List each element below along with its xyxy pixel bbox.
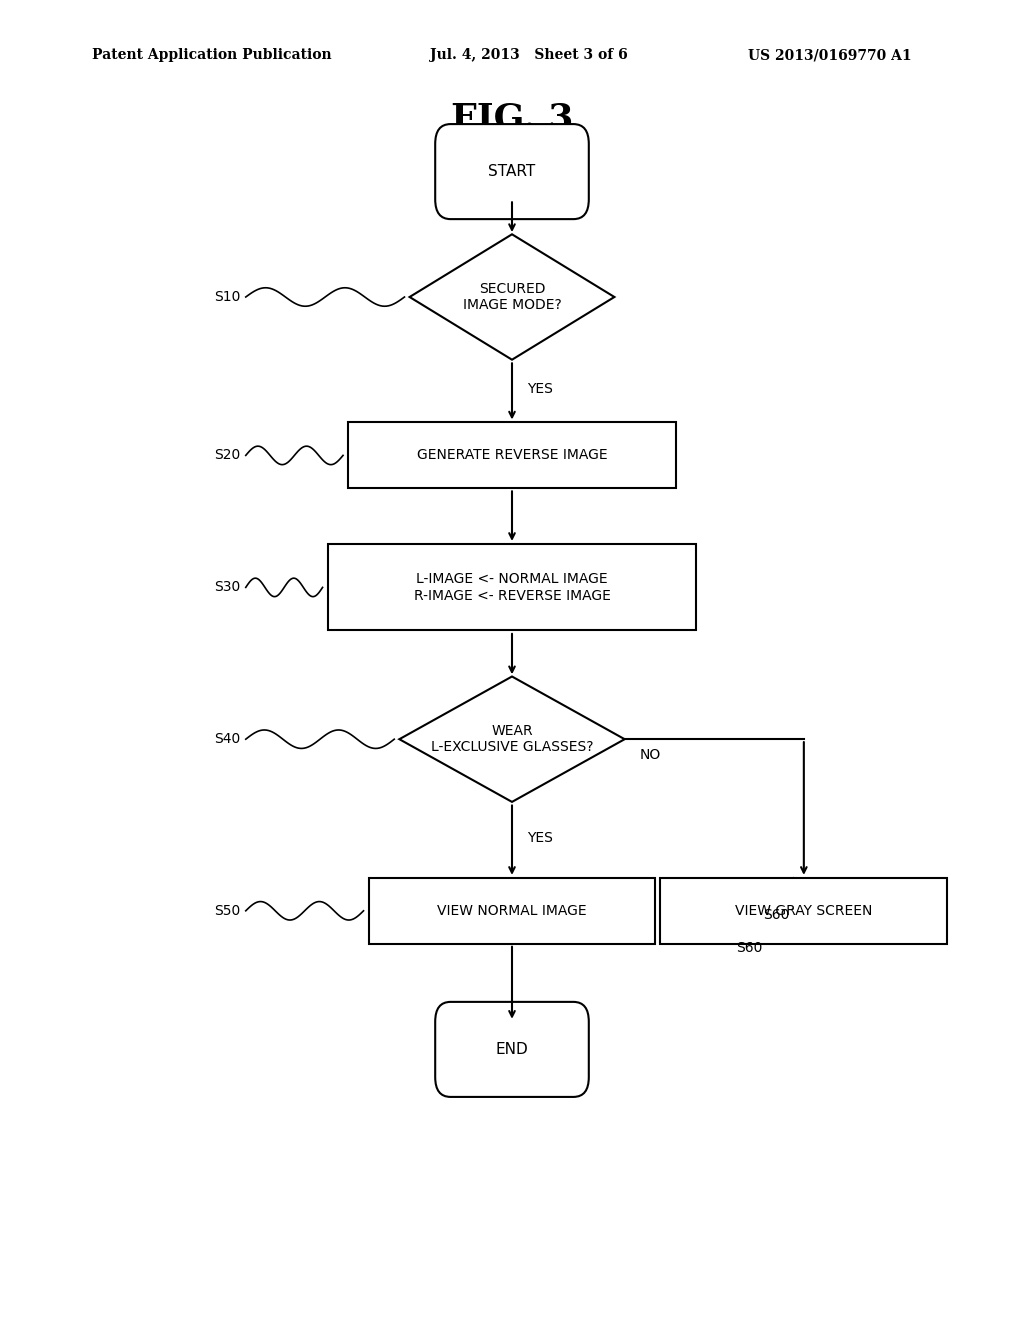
FancyBboxPatch shape (328, 544, 696, 630)
Text: YES: YES (527, 383, 553, 396)
Text: US 2013/0169770 A1: US 2013/0169770 A1 (748, 49, 911, 62)
FancyBboxPatch shape (660, 878, 947, 944)
Polygon shape (410, 235, 614, 359)
Text: VIEW GRAY SCREEN: VIEW GRAY SCREEN (735, 904, 872, 917)
Text: VIEW NORMAL IMAGE: VIEW NORMAL IMAGE (437, 904, 587, 917)
Text: END: END (496, 1041, 528, 1057)
FancyBboxPatch shape (435, 1002, 589, 1097)
Text: Jul. 4, 2013   Sheet 3 of 6: Jul. 4, 2013 Sheet 3 of 6 (430, 49, 628, 62)
Text: Patent Application Publication: Patent Application Publication (92, 49, 332, 62)
Text: NO: NO (640, 748, 662, 762)
FancyBboxPatch shape (348, 422, 676, 488)
Text: WEAR
L-EXCLUSIVE GLASSES?: WEAR L-EXCLUSIVE GLASSES? (431, 725, 593, 754)
FancyBboxPatch shape (435, 124, 589, 219)
Text: S50: S50 (214, 904, 241, 917)
Text: S40: S40 (214, 733, 241, 746)
Text: S20: S20 (214, 449, 241, 462)
Text: GENERATE REVERSE IMAGE: GENERATE REVERSE IMAGE (417, 449, 607, 462)
Text: L-IMAGE <- NORMAL IMAGE
R-IMAGE <- REVERSE IMAGE: L-IMAGE <- NORMAL IMAGE R-IMAGE <- REVER… (414, 573, 610, 602)
Text: S60: S60 (763, 908, 790, 921)
Text: S10: S10 (214, 290, 241, 304)
Text: SECURED
IMAGE MODE?: SECURED IMAGE MODE? (463, 282, 561, 312)
Polygon shape (399, 676, 625, 801)
Text: S30: S30 (214, 581, 241, 594)
Text: START: START (488, 164, 536, 180)
Text: FIG. 3: FIG. 3 (451, 102, 573, 136)
Text: S60: S60 (736, 941, 763, 954)
Text: YES: YES (527, 832, 553, 845)
FancyBboxPatch shape (369, 878, 655, 944)
